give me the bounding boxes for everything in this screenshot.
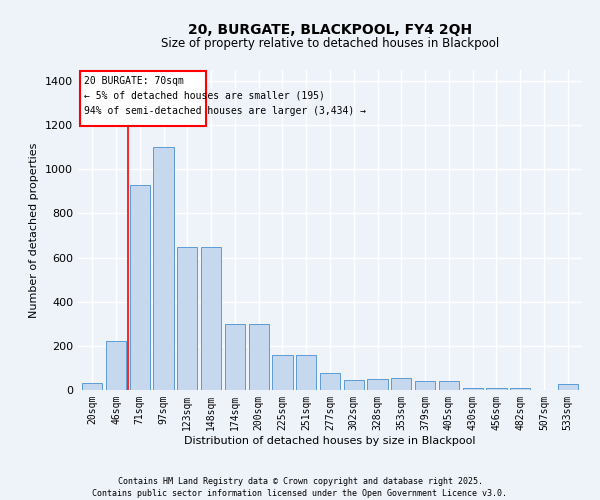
Bar bbox=[225, 324, 245, 390]
Bar bbox=[367, 379, 388, 390]
Text: 20 BURGATE: 70sqm: 20 BURGATE: 70sqm bbox=[84, 76, 184, 86]
Bar bbox=[391, 378, 412, 390]
Text: 20, BURGATE, BLACKPOOL, FY4 2QH: 20, BURGATE, BLACKPOOL, FY4 2QH bbox=[188, 22, 472, 36]
Bar bbox=[106, 342, 126, 390]
Bar bbox=[320, 374, 340, 390]
Bar bbox=[296, 354, 316, 390]
Y-axis label: Number of detached properties: Number of detached properties bbox=[29, 142, 40, 318]
Text: Contains public sector information licensed under the Open Government Licence v3: Contains public sector information licen… bbox=[92, 489, 508, 498]
Bar bbox=[82, 384, 103, 390]
Text: Size of property relative to detached houses in Blackpool: Size of property relative to detached ho… bbox=[161, 38, 499, 51]
Bar bbox=[272, 354, 293, 390]
Bar bbox=[510, 388, 530, 390]
Bar bbox=[248, 324, 269, 390]
Bar bbox=[201, 246, 221, 390]
Bar bbox=[80, 71, 206, 126]
Text: ← 5% of detached houses are smaller (195): ← 5% of detached houses are smaller (195… bbox=[84, 91, 325, 101]
Text: 94% of semi-detached houses are larger (3,434) →: 94% of semi-detached houses are larger (… bbox=[84, 106, 366, 117]
Bar bbox=[415, 381, 435, 390]
Bar bbox=[130, 185, 150, 390]
Bar bbox=[487, 388, 506, 390]
Bar bbox=[154, 147, 173, 390]
Bar bbox=[463, 388, 483, 390]
Bar bbox=[344, 380, 364, 390]
Bar bbox=[557, 384, 578, 390]
Bar bbox=[439, 381, 459, 390]
Bar bbox=[177, 246, 197, 390]
X-axis label: Distribution of detached houses by size in Blackpool: Distribution of detached houses by size … bbox=[184, 436, 476, 446]
Text: Contains HM Land Registry data © Crown copyright and database right 2025.: Contains HM Land Registry data © Crown c… bbox=[118, 478, 482, 486]
